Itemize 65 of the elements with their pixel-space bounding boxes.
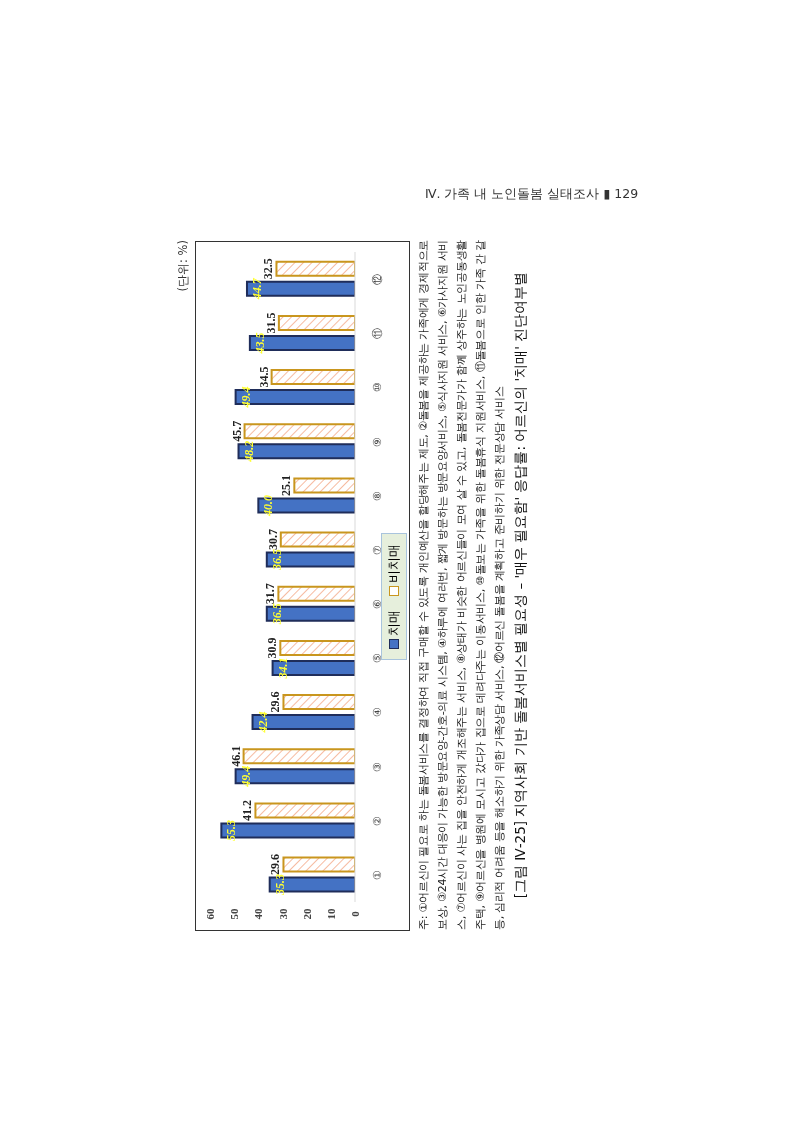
x-tick-label: 0	[349, 910, 361, 917]
data-label: 41.2	[240, 799, 255, 821]
bar	[277, 585, 355, 602]
bar	[265, 551, 355, 568]
data-label: 45.7	[229, 420, 244, 442]
y-tick-label: ⑪	[371, 327, 383, 339]
x-tick-label: 50	[228, 908, 241, 920]
bar	[282, 694, 355, 711]
data-label: 46.1	[228, 745, 243, 767]
y-tick-label: ⑥	[371, 599, 383, 610]
bar	[279, 639, 355, 656]
data-label: 42.4	[255, 711, 270, 734]
y-tick-label: ⑤	[371, 653, 383, 664]
data-label: 49.4	[238, 386, 253, 409]
bar	[268, 876, 355, 893]
y-tick-label: ①	[371, 869, 383, 880]
text: (단위: %)	[176, 240, 191, 294]
x-tick-label: 20	[300, 908, 313, 920]
text: 치매	[385, 610, 402, 636]
data-label: 43.5	[252, 332, 267, 355]
bar	[254, 802, 355, 819]
data-label: 48.2	[241, 440, 256, 463]
data-label: 34.1	[275, 657, 290, 680]
y-tick-label: ⑩	[371, 382, 383, 393]
bar	[243, 423, 355, 440]
x-tick-label: 10	[324, 908, 337, 920]
bar	[293, 477, 355, 494]
bar	[282, 856, 355, 873]
data-label: 25.1	[279, 474, 294, 496]
data-label: 34.5	[256, 366, 271, 388]
bar	[237, 443, 355, 460]
bar	[270, 369, 355, 386]
data-label: 32.5	[261, 258, 276, 280]
text: Ⅳ. 가족 내 노인돌봄 실태조사 ▮ 129	[425, 186, 639, 203]
data-label: 40.0	[261, 494, 276, 517]
data-label: 36.5	[269, 549, 284, 572]
x-tick-label: 30	[276, 908, 289, 920]
y-tick-label: ⑦	[371, 544, 383, 555]
data-label: 55.3	[224, 819, 239, 841]
y-tick-label: ④	[371, 707, 383, 718]
y-tick-label: ②	[371, 815, 383, 826]
data-label: 35.3	[272, 874, 287, 897]
y-tick-label: ③	[371, 761, 383, 772]
data-label: 29.6	[268, 691, 283, 713]
text: [그림 Ⅳ-25] 지역사회 기반 돌봄서비스별 필요성 – '매우 필요함' 응답률: 어르신의 '치매' 진단여부별	[512, 270, 529, 901]
bar	[275, 260, 355, 277]
bar	[220, 822, 355, 839]
y-tick-label: ⑫	[371, 273, 383, 285]
text: 주: ①어르신이 필요로 하는 돌봄서비스를 결정하여 직접 구매할 수 있도록 개인예산을 할당해주는 제도, ②돌봄을 제공하는 가족에게 경제적으로 보상, ③24시간 대응이 가능한 방문요양-간호-의료 시스템, ④하루에 여러번, 짧게 방문하는 방문요양서비스, ⑤식사지원 서비스, ⑥가사지원 서비스, ⑦어르신이 사는 집을 안전하게 개조해주는 서비스, ⑧상태가 비슷한 어르신들이 모여 살 수 있고, 돌봄전문가가 함께 상주하는 노인공동생활주택, ⑨어르신을 병원에 모시고 갔다가 집으로 데려다주는 이동서비스, ⑩돌보는 가족을 위한 돌봄휴식 지원서비스, ⑪돌봄으로 인한 가족 간 갈등, 심리적 어려움 등을 해소하기 위한 가족상담 서비스, ⑫어르신 돌봄을 계획하고 준비하기 위한 전문상담 서비스	[416, 240, 507, 930]
data-label: 31.5	[263, 312, 278, 334]
y-tick-label: ⑨	[371, 436, 383, 447]
data-label: 31.7	[263, 583, 278, 605]
data-label: 49.4	[238, 765, 253, 788]
x-tick-label: 40	[252, 908, 265, 920]
bar	[234, 768, 355, 785]
bar	[242, 748, 355, 765]
bar	[257, 497, 355, 514]
data-label: 30.9	[265, 637, 280, 659]
y-tick-label: ⑧	[371, 490, 383, 501]
data-label: 44.7	[249, 277, 264, 301]
text: 비치매	[385, 544, 402, 583]
bar	[277, 314, 355, 331]
bar	[279, 531, 355, 548]
x-tick-label: 60	[204, 908, 216, 920]
data-label: 36.5	[269, 603, 284, 626]
